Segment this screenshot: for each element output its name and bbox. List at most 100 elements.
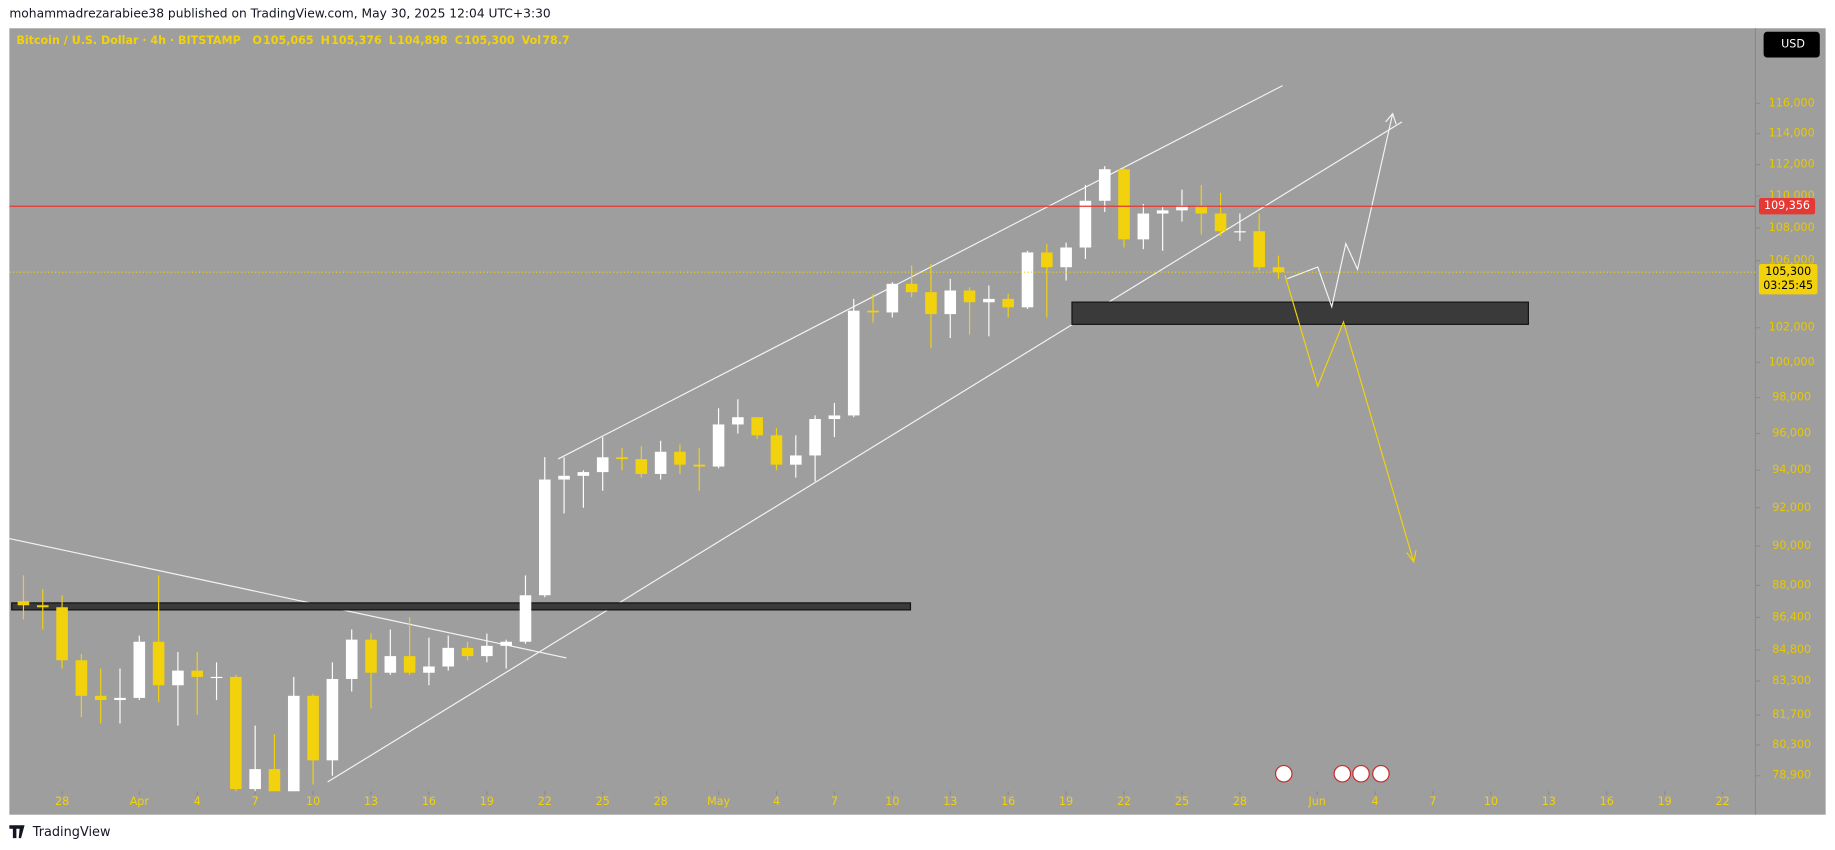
currency-button[interactable] bbox=[1763, 31, 1820, 58]
candle bbox=[1137, 203, 1150, 250]
candle bbox=[307, 693, 319, 785]
candle bbox=[384, 629, 397, 675]
candle-body bbox=[268, 769, 281, 792]
candle-body bbox=[1041, 252, 1053, 268]
candle bbox=[925, 263, 937, 349]
event-icon bbox=[1275, 764, 1293, 783]
footer-logo bbox=[9, 825, 25, 839]
candle bbox=[75, 654, 88, 718]
y-tick-label: 106,000 bbox=[1769, 254, 1815, 267]
candle-body bbox=[1021, 252, 1034, 308]
candle bbox=[944, 278, 957, 339]
event-icon bbox=[1372, 764, 1390, 783]
candle-body bbox=[770, 435, 783, 465]
candle bbox=[654, 440, 667, 480]
candle-body bbox=[326, 678, 339, 761]
candle-body bbox=[790, 455, 802, 465]
candle bbox=[210, 662, 223, 701]
candle-body bbox=[983, 298, 995, 303]
candle-body bbox=[36, 605, 49, 608]
y-tick-label: 108,000 bbox=[1769, 221, 1815, 234]
candle bbox=[1272, 255, 1285, 279]
candle bbox=[17, 575, 30, 620]
candle bbox=[114, 668, 126, 724]
candle bbox=[287, 676, 300, 792]
candle-body bbox=[500, 641, 512, 646]
candle-body bbox=[712, 424, 725, 467]
candle bbox=[732, 399, 744, 434]
event-icon bbox=[1352, 764, 1370, 783]
candle-body bbox=[925, 292, 937, 315]
x-tick-label: 13 bbox=[943, 795, 957, 808]
x-tick-label: 16 bbox=[1001, 795, 1015, 808]
candle bbox=[577, 470, 590, 508]
y-tick-label: 84,800 bbox=[1772, 643, 1811, 656]
candle-body bbox=[287, 695, 300, 792]
x-tick-label: 4 bbox=[773, 795, 780, 808]
candle-body bbox=[442, 647, 455, 667]
x-tick-label: 10 bbox=[885, 795, 899, 808]
candle bbox=[481, 633, 493, 663]
candle bbox=[1214, 192, 1227, 237]
candle bbox=[983, 285, 995, 337]
currency-label: USD bbox=[1781, 38, 1805, 51]
candle-body bbox=[461, 647, 474, 657]
x-tick-label: 19 bbox=[1059, 795, 1073, 808]
candle-body bbox=[403, 656, 416, 673]
candle bbox=[403, 617, 416, 675]
x-tick-label: 28 bbox=[55, 795, 69, 808]
legend-key: H bbox=[321, 34, 330, 47]
candle-body bbox=[1060, 247, 1072, 268]
candle bbox=[1156, 207, 1169, 251]
candle bbox=[790, 435, 802, 478]
legend-value: 105,300 bbox=[464, 34, 515, 47]
y-tick-label: 114,000 bbox=[1769, 127, 1815, 140]
candle bbox=[326, 662, 339, 776]
candle-body bbox=[616, 457, 628, 460]
y-tick-label: 78,900 bbox=[1772, 769, 1811, 782]
candle bbox=[1118, 167, 1130, 248]
y-tick-label: 80,300 bbox=[1772, 738, 1811, 751]
candle-body bbox=[809, 419, 821, 456]
y-tick-label: 112,000 bbox=[1769, 158, 1815, 171]
last-price-label: 105,300 bbox=[1765, 265, 1811, 278]
channel-lower bbox=[327, 121, 1403, 783]
candle bbox=[94, 668, 107, 724]
candle-body bbox=[577, 472, 590, 476]
x-tick-label: 22 bbox=[1716, 795, 1730, 808]
candle-body bbox=[1137, 213, 1150, 240]
candle bbox=[268, 734, 281, 792]
bull-path bbox=[1287, 113, 1394, 309]
x-tick-label: 7 bbox=[252, 795, 259, 808]
y-tick-label: 81,700 bbox=[1772, 708, 1811, 721]
x-tick-label: 13 bbox=[364, 795, 378, 808]
legend-key: C bbox=[455, 34, 463, 47]
event-icon bbox=[1333, 764, 1352, 783]
price-line-tag bbox=[1758, 198, 1816, 215]
y-tick-label: 90,000 bbox=[1772, 539, 1811, 552]
candle-body bbox=[732, 417, 744, 425]
x-tick-label: 4 bbox=[1372, 795, 1379, 808]
candle bbox=[828, 402, 841, 438]
x-tick-label: 22 bbox=[538, 795, 552, 808]
chart-panel bbox=[9, 28, 1826, 815]
candle bbox=[751, 417, 763, 439]
x-tick-label: 4 bbox=[194, 795, 201, 808]
candle-body bbox=[654, 451, 667, 474]
candle bbox=[847, 298, 860, 418]
x-tick-label: Apr bbox=[130, 795, 150, 808]
candle bbox=[1002, 293, 1014, 318]
candle-body bbox=[307, 695, 319, 761]
candle-body bbox=[596, 457, 609, 473]
candle bbox=[461, 641, 474, 661]
candle-body bbox=[230, 676, 242, 790]
candle-body bbox=[558, 475, 570, 480]
bear-path bbox=[1284, 275, 1415, 563]
candle-body bbox=[674, 451, 686, 465]
y-tick-label: 94,000 bbox=[1772, 463, 1811, 476]
x-tick-label: 19 bbox=[1658, 795, 1672, 808]
x-tick-label: 13 bbox=[1542, 795, 1556, 808]
x-tick-label: 25 bbox=[596, 795, 610, 808]
candle-body bbox=[1176, 205, 1188, 211]
